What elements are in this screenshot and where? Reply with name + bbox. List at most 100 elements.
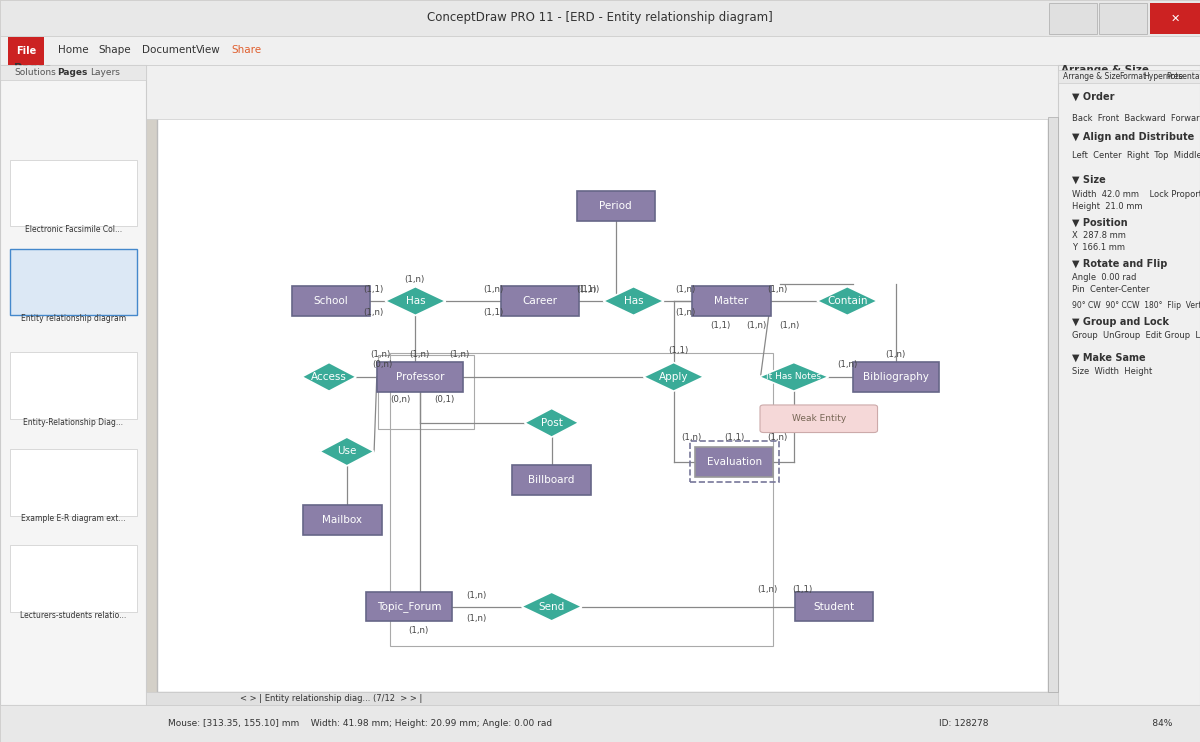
Text: Left  Center  Right  Top  Middle  Bottom: Left Center Right Top Middle Bottom xyxy=(1072,151,1200,160)
FancyBboxPatch shape xyxy=(157,117,1048,692)
Text: File: File xyxy=(14,45,36,56)
FancyBboxPatch shape xyxy=(500,286,580,316)
Text: Topic_Forum: Topic_Forum xyxy=(377,601,442,612)
Text: Format: Format xyxy=(1120,72,1147,81)
FancyBboxPatch shape xyxy=(0,36,1200,65)
Text: Size  Width  Height: Size Width Height xyxy=(1072,367,1152,375)
FancyBboxPatch shape xyxy=(146,697,1048,705)
Text: (1,n): (1,n) xyxy=(364,308,384,317)
Text: Send: Send xyxy=(539,602,565,611)
Text: Mouse: [313.35, 155.10] mm    Width: 41.98 mm; Height: 20.99 mm; Angle: 0.00 rad: Mouse: [313.35, 155.10] mm Width: 41.98 … xyxy=(168,719,552,728)
Text: Arrange & Size: Arrange & Size xyxy=(1061,65,1150,75)
Text: (1,n): (1,n) xyxy=(757,585,778,594)
Text: ▼ Size: ▼ Size xyxy=(1072,174,1105,185)
Text: (1,n): (1,n) xyxy=(767,433,787,442)
Text: (1,n): (1,n) xyxy=(371,350,391,360)
Text: Height  21.0 mm: Height 21.0 mm xyxy=(1072,202,1142,211)
Text: Bibliography: Bibliography xyxy=(863,372,929,382)
Polygon shape xyxy=(760,362,829,391)
FancyBboxPatch shape xyxy=(853,362,940,392)
FancyBboxPatch shape xyxy=(10,545,137,612)
Text: (1,n): (1,n) xyxy=(682,433,702,442)
Polygon shape xyxy=(302,362,356,391)
FancyBboxPatch shape xyxy=(10,352,137,419)
Text: (1,1): (1,1) xyxy=(724,433,744,442)
Text: (1,1): (1,1) xyxy=(710,321,731,329)
FancyBboxPatch shape xyxy=(10,160,137,226)
Text: Apply: Apply xyxy=(659,372,689,382)
Text: (1,n): (1,n) xyxy=(676,285,695,294)
Text: School: School xyxy=(313,296,348,306)
Text: Matter: Matter xyxy=(714,296,749,306)
Text: Use: Use xyxy=(337,447,356,456)
Polygon shape xyxy=(643,362,704,391)
Text: Pages: Pages xyxy=(14,63,52,73)
Text: (1,n): (1,n) xyxy=(466,614,486,623)
FancyBboxPatch shape xyxy=(0,0,1200,36)
Text: Career: Career xyxy=(522,296,558,306)
FancyBboxPatch shape xyxy=(0,65,146,705)
FancyBboxPatch shape xyxy=(1058,65,1200,705)
Text: (1,n): (1,n) xyxy=(404,275,425,283)
Text: It Has Notes: It Has Notes xyxy=(767,372,821,381)
Text: ▼ Order: ▼ Order xyxy=(1072,91,1114,102)
FancyBboxPatch shape xyxy=(512,465,590,495)
Text: (1,1): (1,1) xyxy=(793,585,812,594)
Text: (1,n): (1,n) xyxy=(484,285,504,294)
Text: Home: Home xyxy=(58,45,89,56)
FancyBboxPatch shape xyxy=(1048,117,1058,692)
Text: ▼ Position: ▼ Position xyxy=(1072,217,1127,228)
FancyBboxPatch shape xyxy=(292,286,370,316)
Text: Pin  Center-Center: Pin Center-Center xyxy=(1072,285,1150,294)
FancyBboxPatch shape xyxy=(146,692,1058,705)
Text: Mailbox: Mailbox xyxy=(323,516,362,525)
Text: (1,n): (1,n) xyxy=(408,626,428,635)
Text: Share: Share xyxy=(232,45,262,56)
Text: ✕: ✕ xyxy=(1170,13,1180,24)
Text: (1,n): (1,n) xyxy=(779,321,799,329)
Text: Weak Entity: Weak Entity xyxy=(792,414,846,423)
FancyBboxPatch shape xyxy=(794,591,874,622)
Text: Back  Front  Backward  Forward: Back Front Backward Forward xyxy=(1072,114,1200,123)
FancyBboxPatch shape xyxy=(1049,3,1097,34)
Text: Has: Has xyxy=(624,296,643,306)
Text: 90° CW  90° CCW  180°  Flip  Vertical  Horizontal: 90° CW 90° CCW 180° Flip Vertical Horizo… xyxy=(1072,301,1200,310)
Text: (0,n): (0,n) xyxy=(390,395,410,404)
Text: ▼ Align and Distribute: ▼ Align and Distribute xyxy=(1072,132,1194,142)
FancyBboxPatch shape xyxy=(1099,3,1147,34)
FancyBboxPatch shape xyxy=(1150,3,1200,34)
Text: Group  UnGroup  Edit Group  Lock  UnLock: Group UnGroup Edit Group Lock UnLock xyxy=(1072,331,1200,340)
Text: Electronic Facsimile Col...: Electronic Facsimile Col... xyxy=(25,225,121,234)
Text: (1,1): (1,1) xyxy=(576,285,596,294)
Text: (0,1): (0,1) xyxy=(434,395,455,404)
Text: Document: Document xyxy=(142,45,196,56)
Text: Shape: Shape xyxy=(98,45,131,56)
Text: Y  166.1 mm: Y 166.1 mm xyxy=(1072,243,1124,252)
Text: ▼ Rotate and Flip: ▼ Rotate and Flip xyxy=(1072,259,1166,269)
Text: (1,n): (1,n) xyxy=(838,360,857,369)
Text: Has: Has xyxy=(406,296,425,306)
Text: < > | Entity relationship diag... (7/12  > > |: < > | Entity relationship diag... (7/12 … xyxy=(240,694,422,703)
Text: (1,1): (1,1) xyxy=(484,308,504,317)
Text: (1,n): (1,n) xyxy=(768,285,788,294)
Polygon shape xyxy=(604,286,664,315)
Text: Pages: Pages xyxy=(58,68,88,77)
Polygon shape xyxy=(524,408,578,437)
FancyBboxPatch shape xyxy=(576,191,655,221)
Text: (1,n): (1,n) xyxy=(676,308,695,317)
Text: Arrange & Size: Arrange & Size xyxy=(1063,72,1121,81)
Text: Layers: Layers xyxy=(90,68,120,77)
Text: File: File xyxy=(17,46,36,56)
FancyBboxPatch shape xyxy=(304,505,382,535)
Text: Example E-R diagram ext...: Example E-R diagram ext... xyxy=(20,514,126,523)
Text: (1,n): (1,n) xyxy=(886,350,906,360)
Text: View: View xyxy=(196,45,221,56)
FancyBboxPatch shape xyxy=(1058,70,1200,83)
Text: ConceptDraw PRO 11 - [ERD - Entity relationship diagram]: ConceptDraw PRO 11 - [ERD - Entity relat… xyxy=(427,11,773,24)
FancyBboxPatch shape xyxy=(10,249,137,315)
Text: Period: Period xyxy=(600,201,632,211)
Text: (1,1): (1,1) xyxy=(668,347,689,355)
Polygon shape xyxy=(319,437,374,466)
FancyBboxPatch shape xyxy=(377,362,463,392)
FancyBboxPatch shape xyxy=(0,65,1200,119)
